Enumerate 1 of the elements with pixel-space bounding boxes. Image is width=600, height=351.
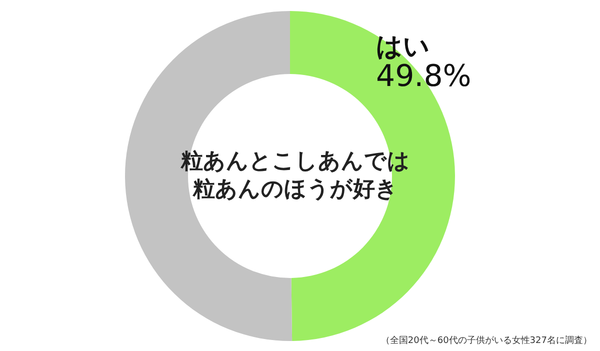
- text: （全国20代～60代の子供がいる女性327名に調査）: [380, 334, 592, 347]
